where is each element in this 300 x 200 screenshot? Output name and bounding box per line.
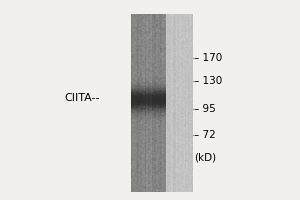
Text: K562: K562 [139,31,165,41]
Text: – 72: – 72 [194,130,216,140]
Text: CIITA--: CIITA-- [65,93,100,103]
Text: – 130: – 130 [194,76,223,86]
Text: – 95: – 95 [194,104,216,114]
Text: (kD): (kD) [194,152,217,162]
Text: – 170: – 170 [194,53,223,63]
